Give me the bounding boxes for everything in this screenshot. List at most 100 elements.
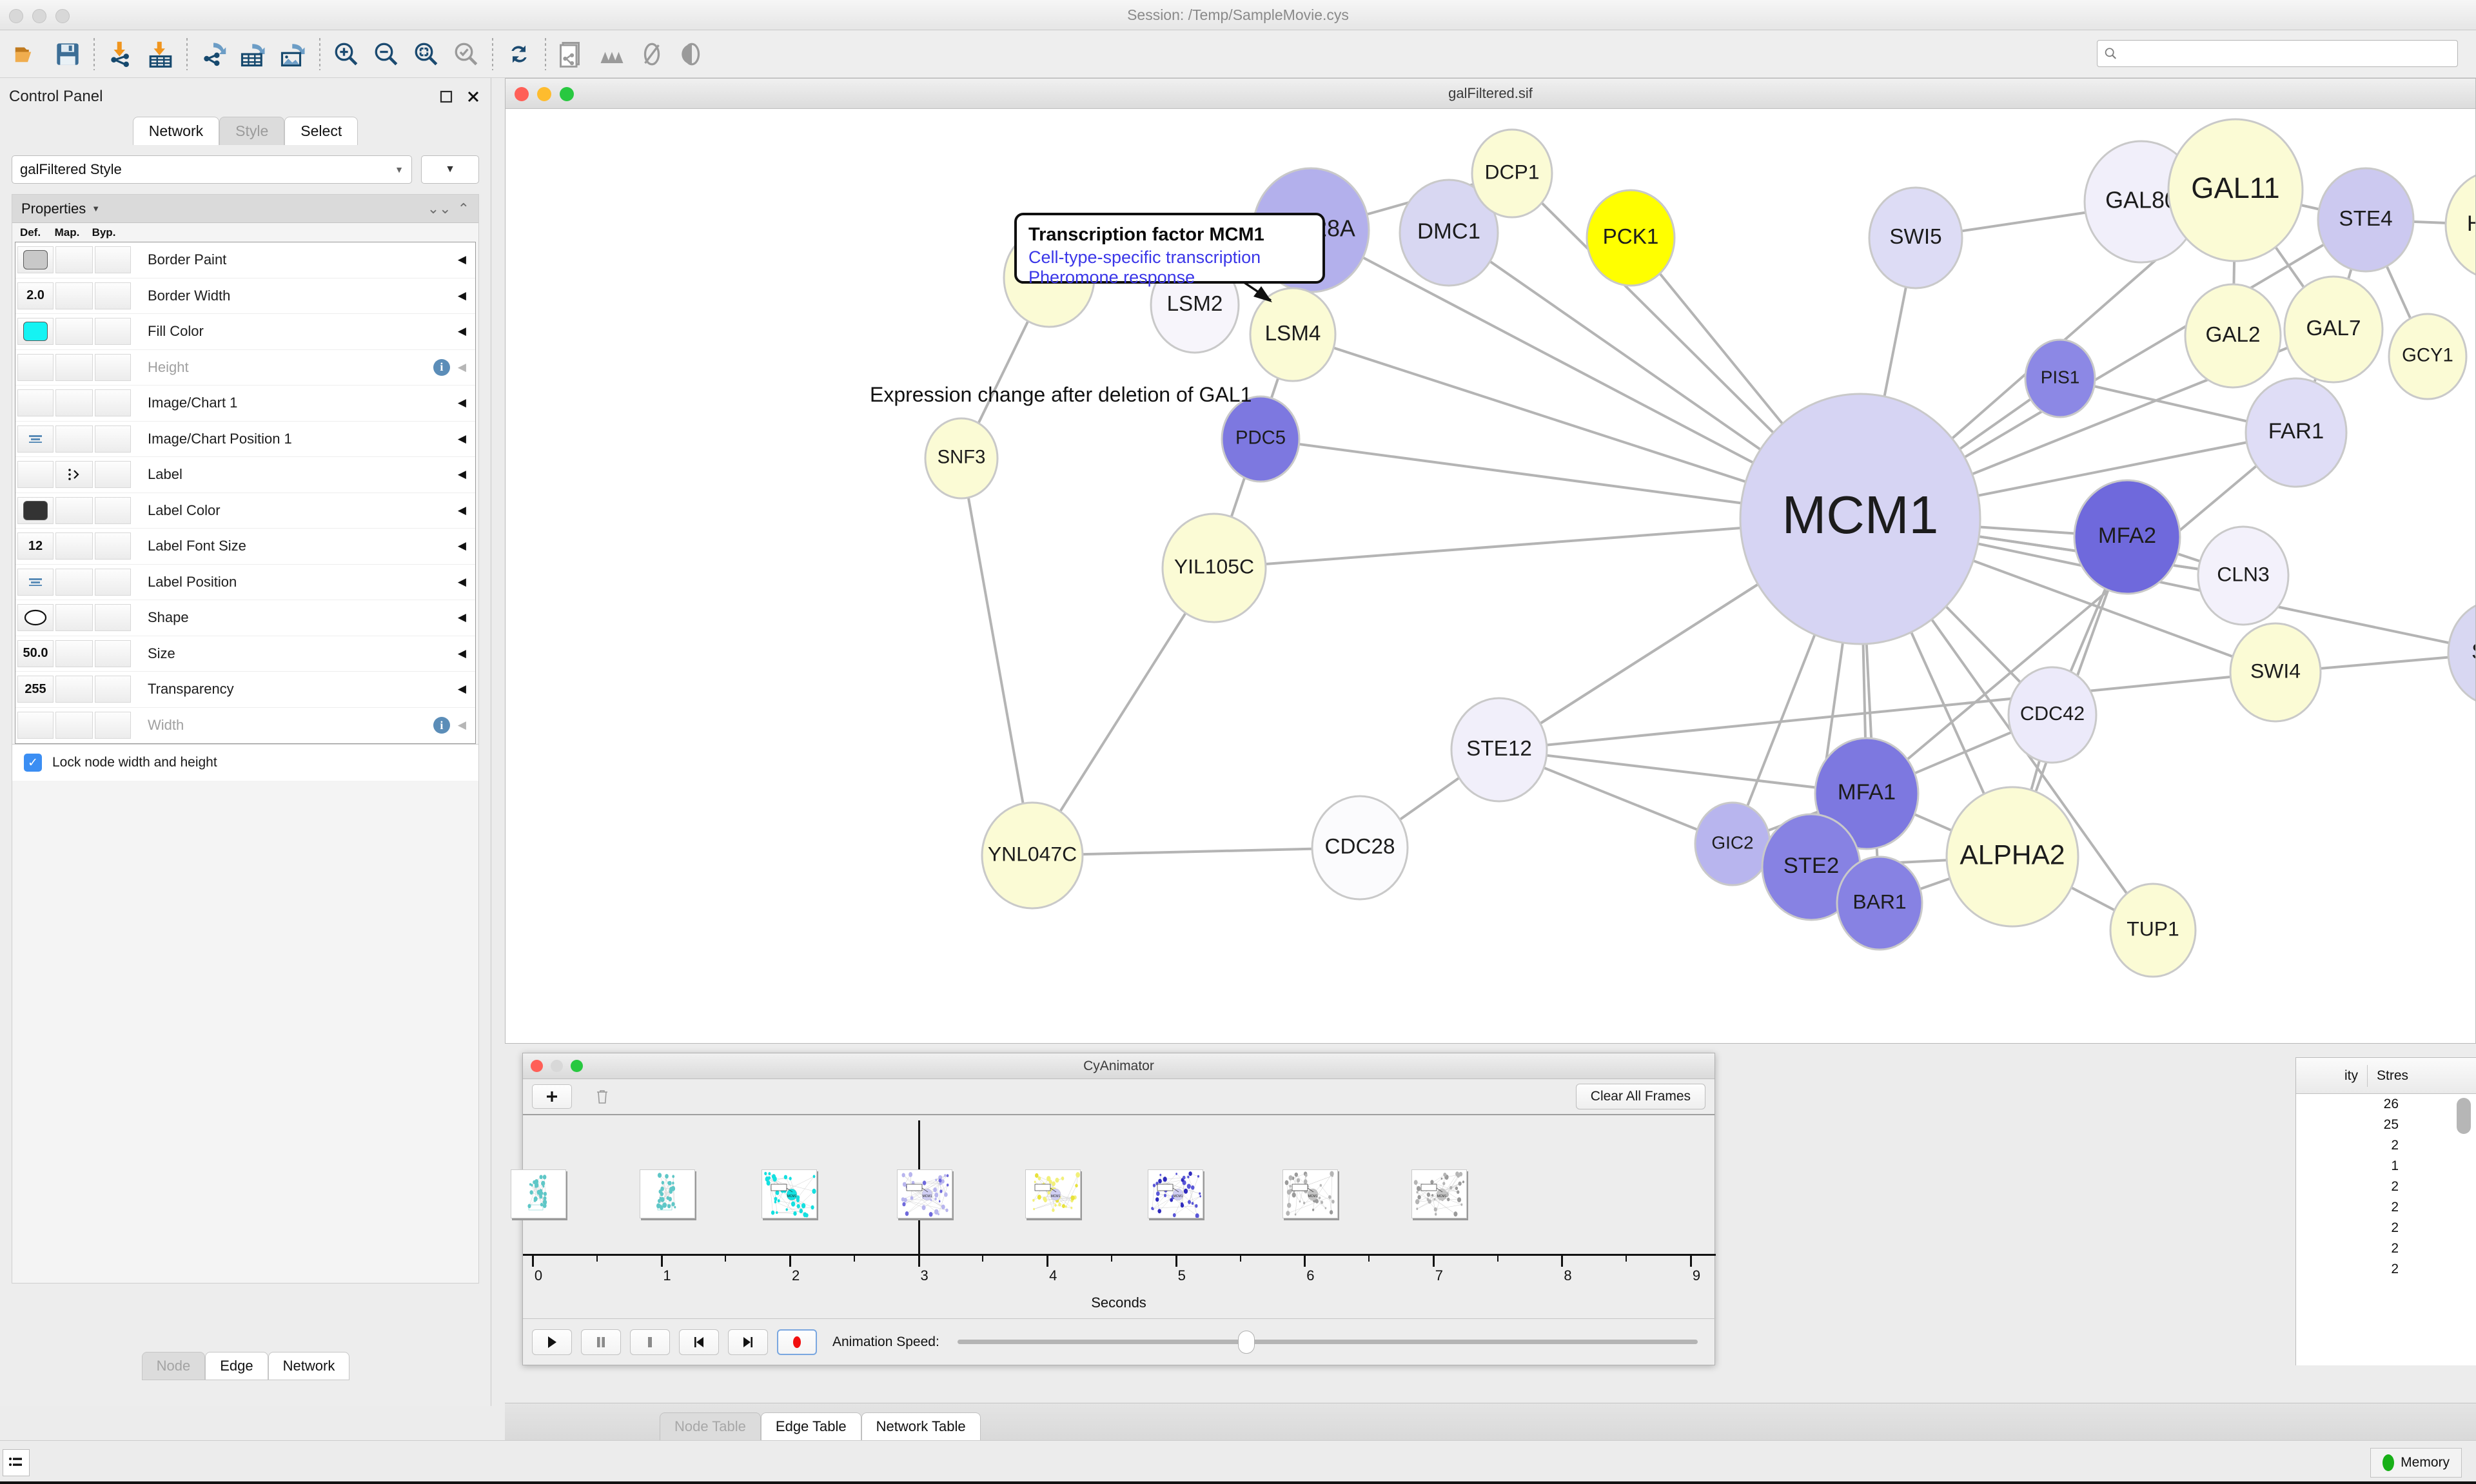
network-node[interactable]: YIL105C: [1161, 513, 1267, 623]
export-image-icon[interactable]: [273, 34, 313, 74]
table-row[interactable]: 1: [2296, 1156, 2476, 1176]
expand-row-arrow[interactable]: ◀: [457, 540, 466, 552]
property-bypass-cell[interactable]: [95, 318, 131, 346]
slider-thumb[interactable]: [1237, 1330, 1255, 1354]
tab-style[interactable]: Style: [219, 117, 285, 145]
clear-all-frames-button[interactable]: Clear All Frames: [1575, 1084, 1705, 1109]
property-bypass-cell[interactable]: [95, 639, 131, 667]
property-default-cell[interactable]: 2.0: [17, 282, 54, 309]
property-default-cell[interactable]: [17, 461, 54, 489]
property-row[interactable]: Image/Chart 1 ◀: [15, 386, 475, 422]
network-node[interactable]: CLN3: [2197, 525, 2290, 626]
node-shape[interactable]: [924, 417, 999, 500]
expand-row-arrow[interactable]: ◀: [457, 575, 466, 588]
minimize-window-button[interactable]: [32, 9, 46, 23]
property-mapping-cell[interactable]: [55, 496, 93, 524]
network-close-button[interactable]: [515, 87, 529, 101]
cyanimator-timeline[interactable]: MCM1 MCM1 MCM1 MCM1 MCM1 MCM1 0 1 2 3 4 5 6 7 8 9 Seco…: [510, 1115, 1716, 1311]
timeline-frame[interactable]: MCM1: [1025, 1169, 1081, 1218]
property-bypass-cell[interactable]: [95, 712, 131, 739]
node-shape[interactable]: [1814, 737, 1920, 850]
tab-network[interactable]: Network: [132, 117, 220, 145]
expand-row-arrow[interactable]: ◀: [457, 683, 466, 696]
delete-frame-button[interactable]: [582, 1084, 622, 1109]
hide-icon[interactable]: [632, 34, 672, 74]
network-node[interactable]: PDC5: [1221, 395, 1301, 483]
node-shape[interactable]: [1471, 128, 1553, 219]
property-mapping-cell[interactable]: [55, 568, 93, 596]
property-default-cell[interactable]: [17, 353, 54, 381]
node-shape[interactable]: [2007, 666, 2098, 764]
node-shape[interactable]: [2447, 600, 2475, 706]
property-bypass-cell[interactable]: [95, 461, 131, 489]
property-mapping-cell[interactable]: [55, 604, 93, 632]
property-bypass-cell[interactable]: [95, 496, 131, 524]
property-row[interactable]: Label Color ◀: [15, 493, 475, 529]
node-shape[interactable]: [1161, 513, 1267, 623]
network-edge[interactable]: [1865, 431, 2297, 795]
network-node[interactable]: FAR1: [2245, 377, 2348, 488]
network-node[interactable]: GAL7: [2283, 275, 2384, 384]
property-bypass-cell[interactable]: [95, 425, 131, 453]
animation-speed-slider[interactable]: [957, 1329, 1698, 1355]
cyanimator-maximize-button[interactable]: [571, 1060, 583, 1072]
node-shape[interactable]: [1450, 697, 1548, 803]
node-shape[interactable]: [2167, 118, 2304, 262]
network-canvas[interactable]: MTH1LSM2RPS28ALSM4DMC1DCP1PCK1SWI5GAL80G…: [506, 109, 2475, 1043]
network-graph[interactable]: MTH1LSM2RPS28ALSM4DMC1DCP1PCK1SWI5GAL80G…: [506, 109, 2475, 1043]
record-button[interactable]: [777, 1329, 817, 1355]
node-shape[interactable]: [981, 801, 1084, 910]
property-default-cell[interactable]: 50.0: [17, 639, 54, 667]
info-icon[interactable]: i: [433, 358, 450, 376]
expand-row-arrow[interactable]: ◀: [457, 611, 466, 624]
table-row[interactable]: 25: [2296, 1115, 2476, 1135]
network-node[interactable]: STE2: [1761, 813, 1862, 921]
node-shape[interactable]: [1249, 287, 1337, 382]
property-mapping-cell[interactable]: [55, 532, 93, 560]
network-traffic-lights[interactable]: [515, 87, 574, 101]
node-shape[interactable]: [2197, 525, 2290, 626]
table-panel-tabs[interactable]: Node Table Edge Table Network Table: [505, 1403, 2476, 1440]
property-bypass-cell[interactable]: [95, 532, 131, 560]
skip-end-button[interactable]: [728, 1329, 768, 1355]
table-row[interactable]: 2: [2296, 1197, 2476, 1218]
chevron-down-icon[interactable]: ▼: [92, 204, 101, 213]
node-shape[interactable]: [1836, 855, 1923, 951]
network-node[interactable]: GCY1: [2388, 313, 2468, 400]
new-network-icon[interactable]: [552, 34, 592, 74]
node-shape[interactable]: [1399, 179, 1499, 287]
property-mapping-cell[interactable]: [55, 712, 93, 739]
tab-edge-table[interactable]: Edge Table: [760, 1412, 861, 1440]
import-network-icon[interactable]: [101, 34, 141, 74]
node-shape[interactable]: [2073, 479, 2181, 595]
property-mapping-cell[interactable]: [55, 389, 93, 417]
network-edge[interactable]: [1498, 748, 1867, 795]
table-row[interactable]: 26: [2296, 1094, 2476, 1115]
scrollbar-thumb[interactable]: [2457, 1098, 2471, 1134]
property-row[interactable]: Image/Chart Position 1 ◀: [15, 422, 475, 457]
node-shape[interactable]: [2444, 171, 2475, 279]
property-row[interactable]: 2.0 Border Width ◀: [15, 278, 475, 314]
property-bypass-cell[interactable]: [95, 604, 131, 632]
import-table-icon[interactable]: [141, 34, 181, 74]
node-shape[interactable]: [2184, 283, 2282, 389]
property-bypass-cell[interactable]: [95, 389, 131, 417]
lock-node-size-row[interactable]: ✓ Lock node width and height: [12, 744, 478, 781]
table-row[interactable]: 2: [2296, 1218, 2476, 1238]
network-node[interactable]: DCP1: [1471, 128, 1553, 219]
property-mapping-cell[interactable]: [55, 246, 93, 274]
property-default-cell[interactable]: [17, 496, 54, 524]
style-options-menu-button[interactable]: ▼: [421, 155, 479, 184]
node-shape[interactable]: [1868, 186, 1963, 289]
show-icon[interactable]: [672, 34, 712, 74]
float-panel-icon[interactable]: [438, 88, 455, 105]
node-shape[interactable]: [1586, 189, 1676, 287]
expand-row-arrow[interactable]: ◀: [457, 468, 466, 481]
node-shape[interactable]: [2229, 622, 2322, 723]
properties-header[interactable]: Properties ▼ ⌄⌄ ⌃: [12, 195, 478, 223]
property-row[interactable]: Width i ◀: [15, 708, 475, 744]
network-node[interactable]: MFA2: [2073, 479, 2181, 595]
zoom-fit-icon[interactable]: [406, 34, 446, 74]
property-mapping-cell[interactable]: [55, 353, 93, 381]
network-node[interactable]: GAL11: [2167, 118, 2304, 262]
